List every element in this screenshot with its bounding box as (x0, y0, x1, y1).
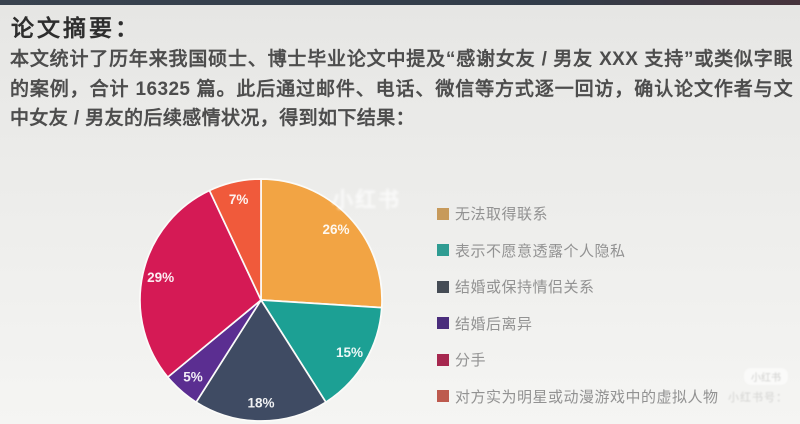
legend: 无法取得联系 表示不愿意透露个人隐私 结婚或保持情侣关系 结婚后离异 分手 对方… (437, 202, 719, 421)
pie-slice-value-label: 29% (147, 270, 174, 285)
legend-item-label: 表示不愿意透露个人隐私 (455, 242, 626, 260)
legend-item-label: 分手 (455, 352, 487, 369)
pie-slice-value-label: 5% (183, 370, 203, 385)
page-title: 论文摘要： (11, 15, 141, 41)
abstract-paragraph: 本文统计了历年来我国硕士、博士毕业论文中提及“感谢女友 / 男友 XXX 支持”… (10, 49, 793, 129)
legend-item-label: 对方实为明星或动漫游戏中的虚拟人物 (455, 388, 719, 406)
pie-slice-value-label: 15% (336, 345, 363, 360)
pie-slice-3 (195, 299, 327, 422)
xiaohongshu-id-label: 小红书号： (728, 392, 788, 404)
legend-item: 结婚后离异 (437, 312, 719, 335)
pie-slice-1 (260, 178, 383, 309)
legend-item-label: 结婚后离异 (455, 315, 533, 333)
legend-swatch-icon (437, 207, 449, 220)
legend-item-label: 无法取得联系 (455, 206, 549, 223)
legend-swatch-icon (437, 280, 449, 293)
legend-item: 结婚或保持情侣关系 (437, 275, 719, 298)
legend-item: 表示不愿意透露个人隐私 (437, 239, 719, 262)
legend-swatch-icon (437, 317, 449, 329)
pie-slice-value-label: 18% (247, 395, 274, 410)
pie-slice-6 (208, 178, 262, 301)
pie-slice-value-label: 7% (229, 192, 249, 207)
pie-chart: 26% 15% 18% 5% 29% 7% (126, 165, 396, 424)
legend-swatch-icon (437, 353, 449, 366)
legend-item: 对方实为明星或动漫游戏中的虚拟人物 (437, 385, 719, 408)
pie-slice-value-label: 26% (322, 222, 349, 237)
pie-chart-svg: 26% 15% 18% 5% 29% 7% (139, 178, 383, 422)
legend-swatch-icon (437, 390, 449, 402)
legend-item: 无法取得联系 (437, 202, 719, 225)
legend-item-label: 结婚或保持情侣关系 (455, 279, 595, 296)
legend-swatch-icon (437, 244, 449, 256)
pie-slice-2 (260, 299, 383, 404)
xiaohongshu-id-watermark: 小红书 小红书号： (728, 368, 788, 406)
top-accent-bar (0, 0, 800, 5)
xiaohongshu-badge: 小红书 (744, 368, 788, 385)
legend-item: 分手 (437, 348, 719, 371)
